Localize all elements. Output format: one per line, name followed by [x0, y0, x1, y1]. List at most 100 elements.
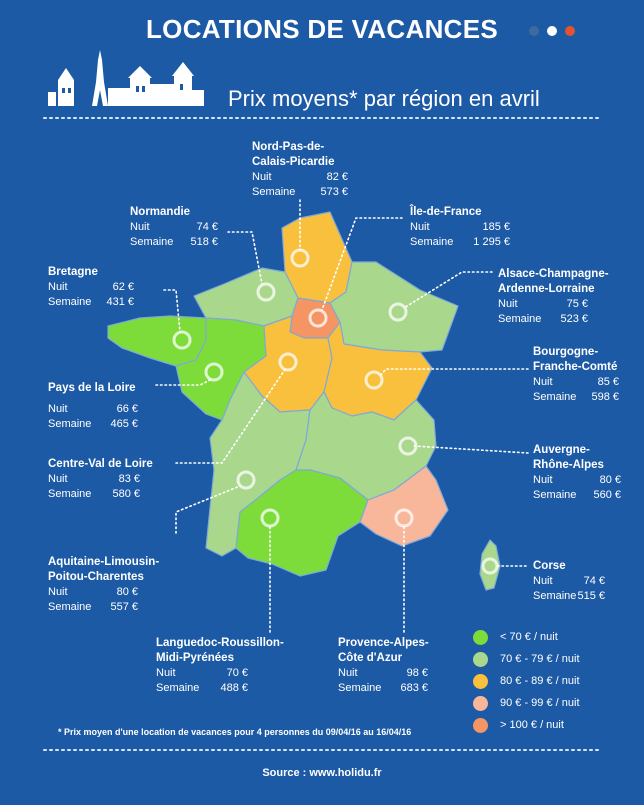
region-name: Calais-Picardie — [252, 156, 335, 168]
nuit-value: 85 € — [597, 376, 619, 388]
marker-normandie — [256, 282, 276, 302]
nuit-value: 62 € — [112, 281, 134, 293]
semaine-label: Semaine — [533, 391, 577, 403]
region-name: Bretagne — [48, 266, 98, 278]
nuit-label: Nuit — [533, 474, 553, 486]
page-title: LOCATIONS DE VACANCES — [145, 14, 499, 44]
legend-label: < 70 € / nuit — [500, 631, 558, 643]
region-name: Pays de la Loire — [48, 382, 136, 394]
dot-white-icon — [547, 26, 557, 36]
marker-languedoc — [260, 508, 280, 528]
semaine-label: Semaine — [130, 236, 174, 248]
nuit-value: 70 € — [226, 667, 248, 679]
nuit-label: Nuit — [48, 281, 68, 293]
legend: < 70 € / nuit 70 € - 79 € / nuit 80 € - … — [473, 626, 580, 736]
legend-swatch-icon — [473, 629, 488, 645]
leader-alsace — [403, 271, 493, 309]
region-name: Corse — [533, 560, 566, 572]
region-name: Rhône-Alpes — [533, 459, 604, 471]
region-name: Côte d'Azur — [338, 652, 403, 664]
nuit-label: Nuit — [533, 575, 553, 587]
leader-auvergne — [413, 445, 529, 454]
nuit-label: Nuit — [252, 171, 272, 183]
leader-pdl — [155, 379, 211, 386]
region-name: Nord-Pas-de- — [252, 141, 325, 153]
region-name: Midi-Pyrénées — [156, 652, 234, 664]
legend-swatch-icon — [473, 673, 488, 689]
semaine-label: Semaine — [48, 418, 92, 430]
legend-item: 80 € - 89 € / nuit — [473, 670, 580, 692]
marker-corse — [481, 557, 499, 575]
nuit-value: 74 € — [196, 221, 218, 233]
semaine-label: Semaine — [533, 489, 577, 501]
tricolor-dots — [529, 26, 575, 36]
marker-idf — [308, 308, 328, 328]
nuit-label: Nuit — [338, 667, 358, 679]
nuit-value: 83 € — [118, 473, 140, 485]
region-name: Bourgogne- — [533, 346, 599, 358]
leader-bourgogne — [379, 368, 529, 377]
label-pdl: Pays de la Loire Nuit 66 € Semaine 465 € — [48, 381, 158, 432]
leader-aquitaine — [175, 485, 241, 534]
semaine-value: 1 295 € — [473, 236, 510, 248]
region-name: Normandie — [130, 206, 191, 218]
label-corse: Corse Nuit 74 € Semaine 515 € — [533, 559, 613, 604]
nuit-value: 185 € — [482, 221, 510, 233]
nuit-label: Nuit — [130, 221, 150, 233]
legend-item: < 70 € / nuit — [473, 626, 580, 648]
region-corse — [479, 539, 501, 591]
label-aquitaine: Aquitaine-Limousin- Poitou-Charentes Nui… — [48, 555, 176, 615]
semaine-value: 515 € — [577, 590, 605, 602]
nuit-label: Nuit — [498, 298, 518, 310]
label-auvergne: Auvergne- Rhône-Alpes Nuit 80 € Semaine 56… — [533, 443, 633, 503]
dot-red-icon — [565, 26, 575, 36]
paris-skyline-icon — [48, 50, 204, 106]
leader-idf — [321, 217, 403, 311]
leader-bretagne — [163, 289, 181, 333]
region-name: Franche-Comté — [533, 361, 618, 373]
semaine-label: Semaine — [498, 313, 542, 325]
legend-label: 90 € - 99 € / nuit — [500, 697, 580, 709]
semaine-label: Semaine — [156, 682, 200, 694]
page-subtitle: Prix moyens* par région en avril — [228, 86, 540, 111]
region-name: Aquitaine-Limousin- — [48, 556, 160, 568]
semaine-label: Semaine — [338, 682, 382, 694]
semaine-value: 560 € — [593, 489, 621, 501]
nuit-value: 82 € — [326, 171, 348, 183]
nuit-label: Nuit — [48, 473, 68, 485]
nuit-value: 75 € — [566, 298, 588, 310]
region-name: Centre-Val de Loire — [48, 458, 153, 470]
legend-swatch-icon — [473, 717, 488, 733]
region-alsace — [329, 261, 459, 353]
semaine-label: Semaine — [48, 296, 92, 308]
label-alsace: Alsace-Champagne- Ardenne-Lorraine Nuit 7… — [498, 267, 634, 327]
nuit-value: 98 € — [406, 667, 428, 679]
footnote: * Prix moyen d'une location de vacances … — [58, 727, 412, 737]
label-idf: Île-de-France Nuit 185 € Semaine 1 295 € — [410, 205, 510, 250]
region-name: Poitou-Charentes — [48, 571, 144, 583]
legend-item: 70 € - 79 € / nuit — [473, 648, 580, 670]
semaine-value: 573 € — [320, 186, 348, 198]
label-normandie: Normandie Nuit 74 € Semaine 518 € — [130, 205, 218, 250]
nuit-value: 74 € — [583, 575, 605, 587]
region-name: Alsace-Champagne- — [498, 268, 609, 280]
semaine-value: 465 € — [110, 418, 138, 430]
source-link[interactable]: Source : www.holidu.fr — [262, 767, 382, 779]
legend-label: 80 € - 89 € / nuit — [500, 675, 580, 687]
region-normandie — [193, 267, 299, 327]
nuit-value: 80 € — [116, 586, 138, 598]
region-name: Île-de-France — [410, 206, 482, 218]
semaine-label: Semaine — [533, 590, 577, 602]
nuit-label: Nuit — [156, 667, 176, 679]
semaine-value: 598 € — [591, 391, 619, 403]
marker-alsace — [388, 302, 408, 322]
semaine-label: Semaine — [410, 236, 454, 248]
marker-bretagne — [172, 330, 192, 350]
legend-label: > 100 € / nuit — [500, 719, 564, 731]
semaine-value: 557 € — [110, 601, 138, 613]
nuit-label: Nuit — [533, 376, 553, 388]
region-name: Provence-Alpes- — [338, 637, 429, 649]
marker-paca — [394, 508, 414, 528]
nuit-label: Nuit — [48, 586, 68, 598]
